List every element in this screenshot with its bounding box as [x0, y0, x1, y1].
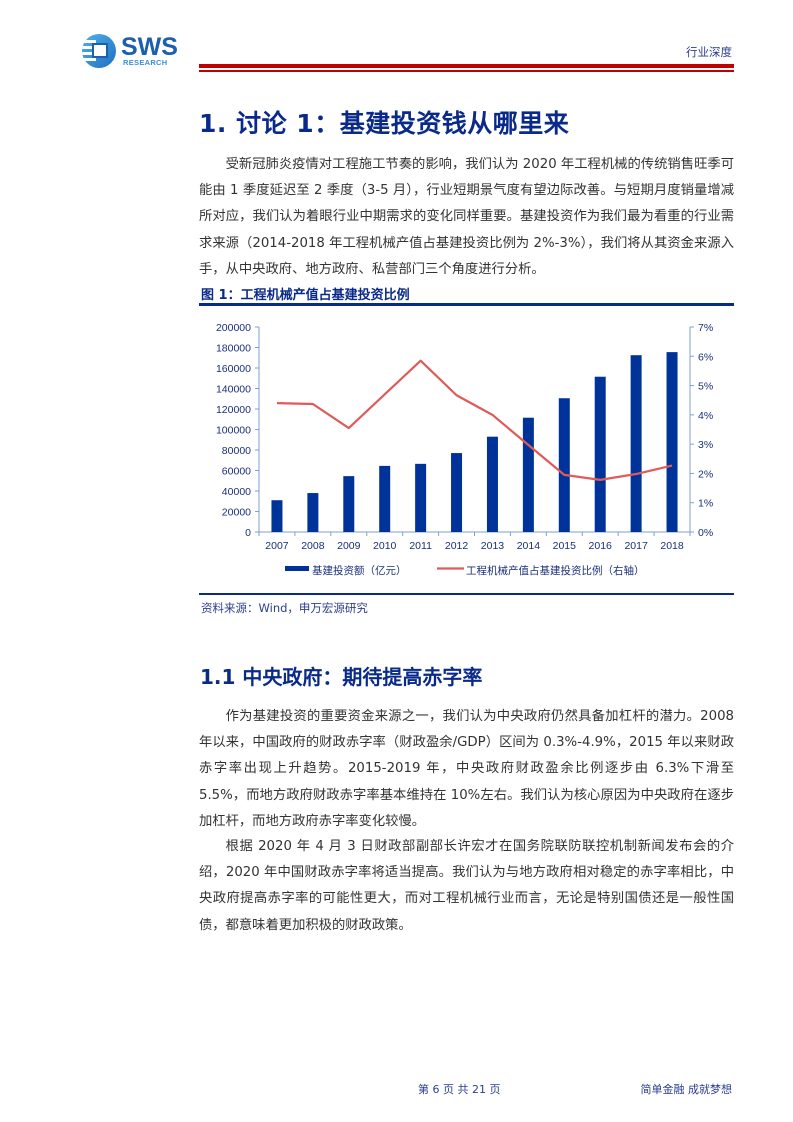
left-tick-label: 40000	[222, 486, 251, 498]
x-tick-label: 2010	[373, 540, 397, 552]
logo-subtext: RESEARCH	[123, 58, 168, 67]
body-paragraph-1: 作为基建投资的重要资金来源之一，我们认为中央政府仍然具备加杠杆的潜力。2008 …	[199, 709, 734, 829]
bar	[594, 376, 606, 532]
combo-chart: 0 20000 40000 60000 80000 100000 120000 140000 1…	[199, 310, 734, 585]
sws-logo: SWS RESEARCH	[82, 34, 192, 70]
left-tick-label: 100000	[216, 425, 251, 437]
intro-paragraph: 受新冠肺炎疫情对工程施工节奏的影响，我们认为 2020 年工程机械的传统销售旺季…	[199, 157, 734, 277]
bar	[486, 436, 498, 532]
footer-slogan: 简单金融 成就梦想	[640, 1083, 733, 1096]
x-tick-label: 2011	[409, 540, 432, 552]
left-tick-label: 160000	[216, 363, 251, 375]
bar	[307, 493, 319, 532]
x-tick-label: 2012	[445, 540, 469, 552]
header-rule-thin	[199, 70, 734, 72]
x-tick-label: 2018	[660, 540, 684, 552]
bar	[558, 398, 570, 532]
right-tick-label: 3%	[698, 439, 713, 451]
legend-bar-swatch	[285, 566, 309, 571]
left-tick-label: 20000	[222, 507, 251, 519]
category-tag: 行业深度	[686, 45, 732, 59]
left-tick-label: 120000	[216, 404, 251, 416]
figure-title: 图 1：工程机械产值占基建投资比例	[201, 288, 410, 303]
figure-rule-top	[199, 303, 734, 306]
bar	[522, 417, 534, 532]
header-rule	[199, 64, 734, 68]
x-tick-label: 2017	[624, 540, 648, 552]
bar	[451, 453, 463, 532]
x-tick-label: 2008	[301, 540, 325, 552]
bar	[343, 476, 355, 532]
logo-text: SWS	[121, 33, 178, 61]
right-tick-label: 7%	[698, 322, 713, 334]
left-tick-label: 60000	[222, 466, 251, 478]
left-tick-label: 80000	[222, 445, 251, 457]
figure-rule-bottom	[199, 593, 734, 595]
left-tick-label: 140000	[216, 384, 251, 396]
right-tick-label: 5%	[698, 381, 713, 393]
page-number: 第 6 页 共 21 页	[418, 1083, 501, 1096]
right-tick-label: 4%	[698, 410, 713, 422]
left-tick-label: 0	[245, 527, 251, 539]
chart-canvas: 0 20000 40000 60000 80000 100000 120000 140000 1…	[216, 322, 713, 577]
legend-bar-label: 基建投资额（亿元）	[312, 564, 407, 577]
bar	[630, 355, 642, 532]
bar	[666, 352, 678, 532]
x-tick-label: 2009	[337, 540, 361, 552]
ratio-line	[276, 359, 673, 481]
bar	[379, 465, 391, 532]
x-tick-label: 2015	[553, 540, 577, 552]
logo-mark-icon	[82, 34, 116, 68]
left-tick-label: 180000	[216, 343, 251, 355]
body-paragraph-2: 根据 2020 年 4 月 3 日财政部副部长许宏才在国务院联防联控机制新闻发布…	[199, 839, 734, 933]
x-tick-label: 2014	[517, 540, 541, 552]
x-tick-label: 2016	[589, 540, 613, 552]
figure-source: 资料来源：Wind，申万宏源研究	[201, 601, 368, 615]
legend-line-label: 工程机械产值占基建投资比例（右轴）	[466, 564, 645, 577]
left-tick-label: 200000	[216, 322, 251, 334]
right-tick-label: 1%	[698, 498, 713, 510]
x-tick-label: 2013	[481, 540, 505, 552]
right-tick-label: 0%	[698, 527, 713, 539]
bar	[271, 500, 283, 532]
section-title: 1. 讨论 1：基建投资钱从哪里来	[199, 109, 570, 138]
subsection-title: 1.1 中央政府：期待提高赤字率	[200, 665, 483, 689]
bar	[415, 463, 427, 532]
x-tick-label: 2007	[265, 540, 289, 552]
right-tick-label: 2%	[698, 468, 713, 480]
right-tick-label: 6%	[698, 351, 713, 363]
